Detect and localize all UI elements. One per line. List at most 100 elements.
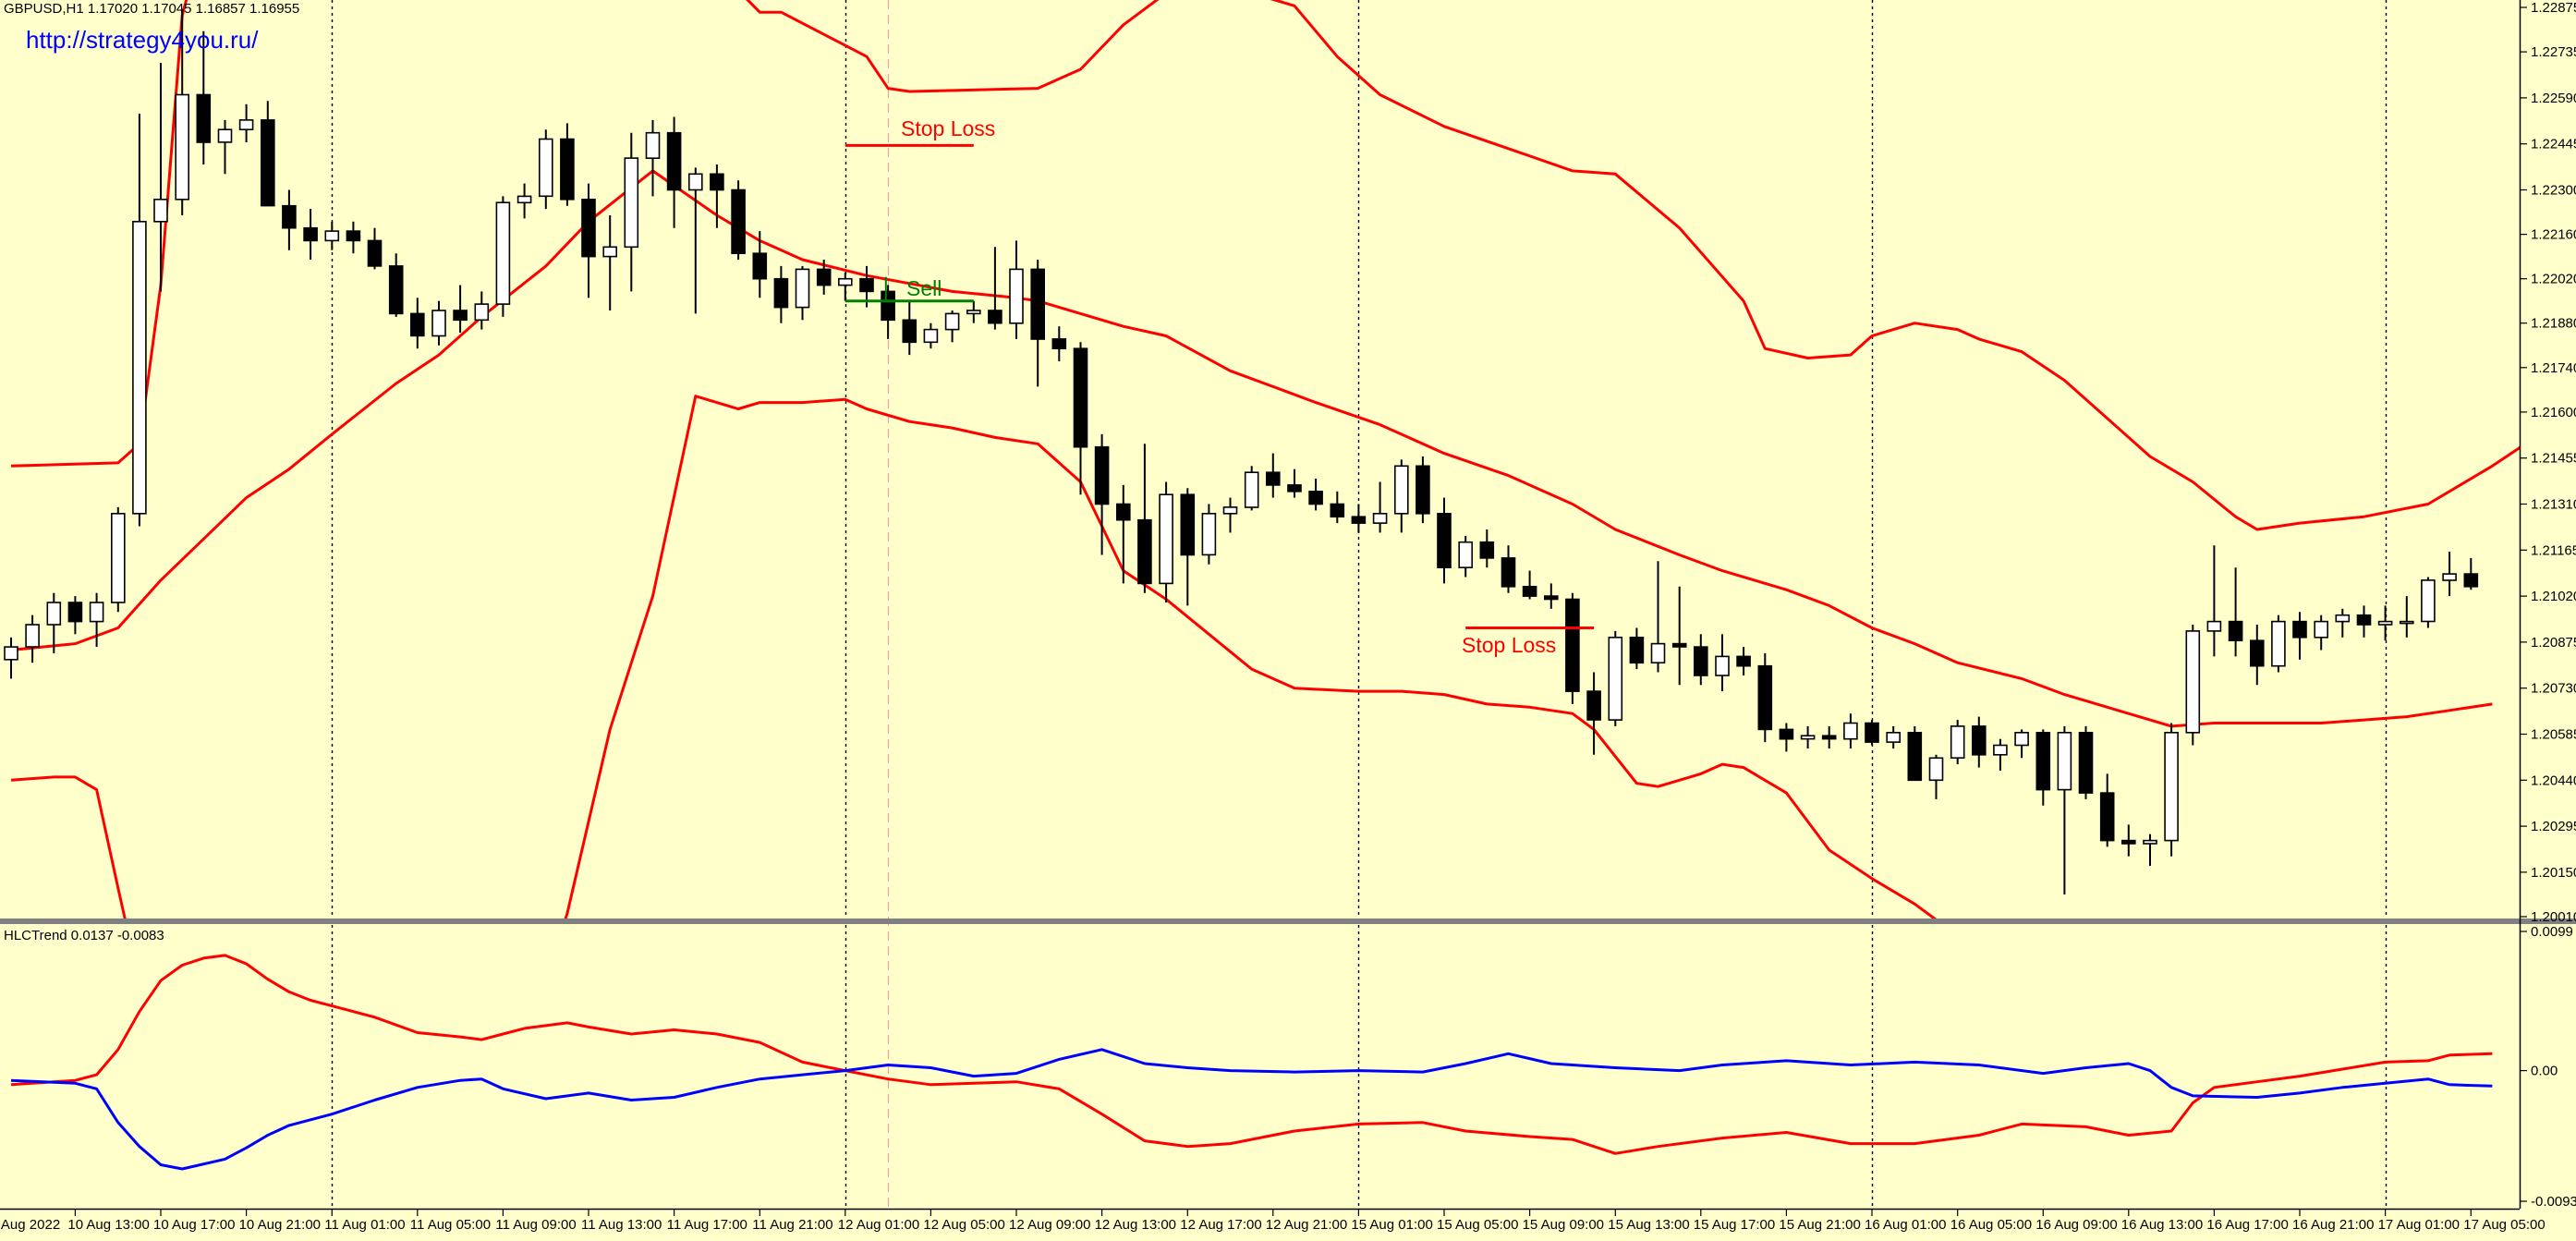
candle-body bbox=[474, 303, 490, 322]
candle-body bbox=[2121, 839, 2136, 845]
candle bbox=[2442, 552, 2457, 597]
price-tick-label: 1.22160 bbox=[2531, 227, 2576, 243]
candle-body bbox=[1501, 557, 1516, 588]
candle bbox=[2271, 614, 2286, 673]
price-tick-label: 1.20440 bbox=[2531, 773, 2576, 788]
candle bbox=[1009, 240, 1024, 339]
time-tick-label: 15 Aug 21:00 bbox=[1779, 1217, 1860, 1233]
candle bbox=[1671, 586, 1687, 686]
candle-body bbox=[1736, 655, 1751, 667]
candle bbox=[731, 180, 746, 260]
candles bbox=[4, 8, 2479, 894]
candle bbox=[1586, 672, 1601, 755]
price-tick-label: 1.21600 bbox=[2531, 405, 2576, 420]
candle-body bbox=[944, 312, 960, 331]
candle-body bbox=[1928, 757, 1944, 782]
candle-body bbox=[1479, 541, 1495, 559]
candle-body bbox=[1180, 493, 1196, 556]
candle bbox=[2292, 612, 2307, 660]
candle-body bbox=[1565, 598, 1580, 692]
candle bbox=[1137, 444, 1152, 593]
candle-body bbox=[1886, 731, 1901, 743]
candle-body bbox=[153, 199, 168, 223]
stop-loss-label-2: Stop Loss bbox=[1462, 633, 1556, 657]
candle-body bbox=[1244, 471, 1259, 508]
candle-body bbox=[2400, 620, 2414, 625]
candle bbox=[2421, 577, 2436, 628]
time-tick-label: 16 Aug 09:00 bbox=[2035, 1217, 2117, 1233]
price-tick-label: 1.21165 bbox=[2531, 542, 2576, 558]
candle bbox=[1116, 484, 1131, 584]
candle-body bbox=[1394, 465, 1409, 515]
candle-body bbox=[902, 319, 917, 344]
candle bbox=[1394, 459, 1409, 533]
candle bbox=[1928, 754, 1944, 799]
candle bbox=[46, 592, 62, 653]
candle-body bbox=[1308, 490, 1323, 505]
candle bbox=[1222, 497, 1238, 533]
time-tick-label: 12 Aug 09:00 bbox=[1009, 1217, 1090, 1233]
candle-body bbox=[1522, 585, 1537, 597]
indicator-tick-label: -0.0093 bbox=[2531, 1194, 2576, 1210]
time-tick-label: 11 Aug 09:00 bbox=[495, 1217, 576, 1233]
candle bbox=[1201, 504, 1217, 565]
candle-body bbox=[260, 119, 275, 207]
candle-body bbox=[538, 138, 553, 198]
candle bbox=[1372, 481, 1388, 533]
candle bbox=[966, 300, 981, 323]
candle bbox=[1522, 570, 1537, 600]
candle bbox=[4, 637, 18, 679]
candle-body bbox=[1821, 735, 1837, 740]
candle-body bbox=[409, 312, 425, 337]
time-tick-label: 16 Aug 17:00 bbox=[2206, 1217, 2288, 1233]
candle-body bbox=[837, 277, 853, 286]
time-tick-label: 15 Aug 05:00 bbox=[1437, 1217, 1518, 1233]
candle bbox=[1629, 627, 1645, 670]
candle bbox=[2377, 605, 2393, 641]
candle-body bbox=[2271, 620, 2286, 667]
stop-loss-label-1: Stop Loss bbox=[901, 116, 995, 140]
time-tick-label: 10 Aug 17:00 bbox=[153, 1217, 235, 1233]
candle bbox=[431, 300, 446, 346]
candle bbox=[795, 265, 810, 321]
candle bbox=[1287, 468, 1302, 498]
url-watermark[interactable]: http://strategy4you.ru/ bbox=[26, 26, 259, 54]
candle-body bbox=[303, 226, 318, 242]
time-tick-label: 11 Aug 17:00 bbox=[667, 1217, 747, 1233]
candle bbox=[303, 209, 318, 260]
candle-body bbox=[1030, 268, 1045, 340]
candle bbox=[581, 183, 596, 298]
candle bbox=[132, 114, 147, 527]
candle-body bbox=[1972, 725, 1987, 756]
indicator-tick-label: 0.00 bbox=[2531, 1064, 2558, 1079]
candle bbox=[881, 285, 895, 339]
candle bbox=[1821, 725, 1837, 748]
candle bbox=[2356, 605, 2372, 638]
time-tick-label: 15 Aug 09:00 bbox=[1523, 1217, 1604, 1233]
indicator-tick-label: 0.0099 bbox=[2531, 924, 2573, 940]
candle-body bbox=[431, 310, 446, 337]
candle-body bbox=[25, 624, 40, 648]
time-tick-label: 16 Aug 13:00 bbox=[2121, 1217, 2203, 1233]
candle-body bbox=[367, 239, 383, 267]
panel-divider[interactable] bbox=[0, 919, 2576, 924]
candle bbox=[1650, 561, 1666, 673]
candle bbox=[645, 119, 661, 197]
candle bbox=[1030, 260, 1045, 387]
candle bbox=[2143, 833, 2157, 866]
candle bbox=[602, 215, 618, 310]
candle bbox=[752, 231, 768, 298]
time-tick-label: 10 Aug 13:00 bbox=[67, 1217, 149, 1233]
candle bbox=[2400, 596, 2414, 638]
candle bbox=[1437, 497, 1452, 584]
candle bbox=[238, 103, 254, 142]
candle-body bbox=[1800, 735, 1816, 740]
candle bbox=[324, 221, 340, 250]
time-tick-label: 11 Aug 13:00 bbox=[581, 1217, 662, 1233]
candle-body bbox=[1137, 518, 1152, 585]
candle bbox=[388, 253, 404, 317]
candle-body bbox=[2206, 620, 2222, 632]
symbol-header: GBPUSD,H1 1.17020 1.17045 1.16857 1.1695… bbox=[4, 1, 299, 17]
candle bbox=[260, 101, 275, 207]
